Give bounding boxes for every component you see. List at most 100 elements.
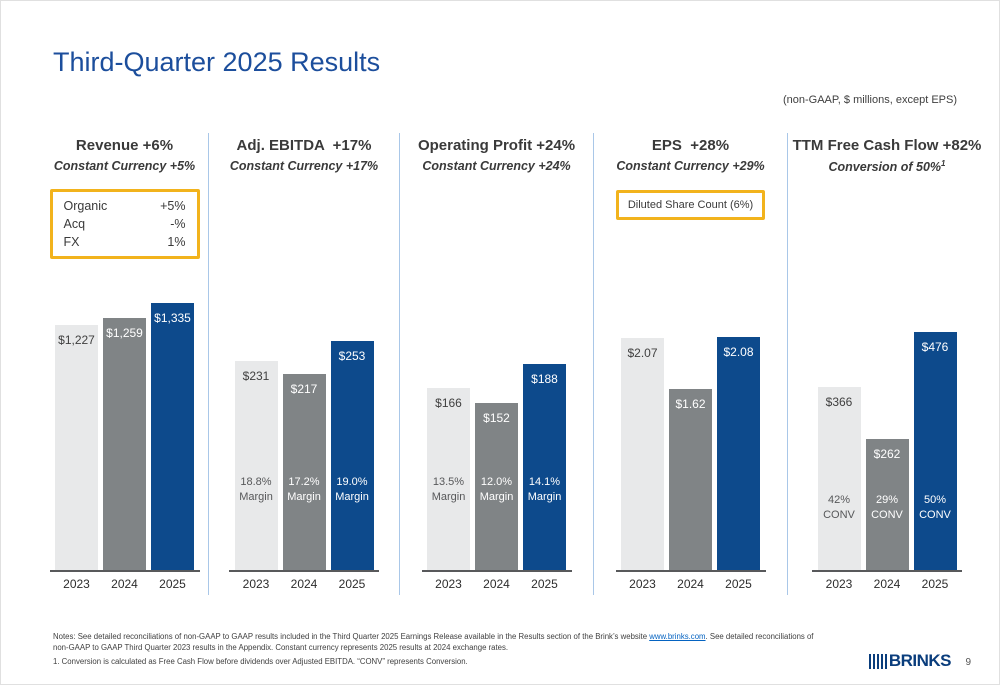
bar-value-label: $1,227 xyxy=(58,333,95,347)
bar-2025: $188 14.1% Margin xyxy=(523,364,566,570)
revenue-bridge-callout: Organic +5% Acq -% FX 1% xyxy=(49,189,200,260)
year-label: 2025 xyxy=(531,577,558,591)
brinks-logo: BRINKS xyxy=(868,651,952,671)
notes-line: Notes: See detailed reconciliations of n… xyxy=(53,632,828,654)
bar-sub-label: 19.0% Margin xyxy=(335,476,369,503)
year-label: 2023 xyxy=(242,577,270,591)
chart-panels: Revenue +6% Constant Currency +5% Organic +… xyxy=(41,133,986,595)
callout-row: Acq -% xyxy=(63,217,186,232)
bar-value-label: $1,259 xyxy=(106,326,143,340)
bar-2023: $366 42% CONV xyxy=(817,387,861,570)
footnotes: Notes: See detailed reconciliations of n… xyxy=(53,632,828,668)
bar-sub-label: 17.2% Margin xyxy=(287,476,321,503)
brinks-website-link[interactable]: www.brinks.com xyxy=(649,632,706,641)
x-axis-line xyxy=(812,570,962,572)
year-label: 2024 xyxy=(677,577,704,591)
panel-title: Adj. EBITDA +17% xyxy=(236,137,372,154)
bar-sub-label: 18.8% Margin xyxy=(239,476,273,503)
panel-5: TTM Free Cash Flow +82% Conversion of 50%… xyxy=(787,133,986,595)
units-note: (non-GAAP, $ millions, except EPS) xyxy=(782,94,957,106)
bar-sub-label: 12.0% Margin xyxy=(479,476,514,503)
panel-1: Revenue +6% Constant Currency +5% Organic +… xyxy=(41,133,208,595)
bar-2024: $152 12.0% Margin xyxy=(475,403,518,570)
notes-text-pre: Notes: See detailed reconciliations of n… xyxy=(53,632,650,641)
logo-stripes-icon xyxy=(868,653,887,669)
x-axis-line xyxy=(421,570,572,572)
year-label: 2023 xyxy=(63,577,90,591)
notes-text-post: . See detailed reconciliations of non-GA… xyxy=(53,632,814,652)
year-label: 2025 xyxy=(338,577,366,591)
year-label: 2024 xyxy=(290,577,318,591)
panel-title: Operating Profit +24% xyxy=(417,137,576,154)
bar-2024: $262 29% CONV xyxy=(865,439,909,570)
bar-value-label: $262 xyxy=(873,447,901,461)
bar-sub-label: 13.5% Margin xyxy=(431,476,466,503)
bar-2025: $253 19.0% Margin xyxy=(330,341,374,570)
bar-value-label: $188 xyxy=(531,372,558,386)
bar-value-label: $152 xyxy=(483,411,510,425)
bar-value-label: $2.07 xyxy=(627,346,658,360)
bar-chart: $231 18.8% Margin $217 17.2% Margin $253 19.0… xyxy=(229,290,379,591)
panel-subtitle: Constant Currency +24% xyxy=(422,159,571,173)
bar-2024: $1.62 xyxy=(669,389,712,570)
bar-2023: $166 13.5% Margin xyxy=(427,388,470,570)
year-label: 2025 xyxy=(921,577,949,591)
panel-subtitle: Conversion of 50%1 xyxy=(828,159,946,175)
panel-subtitle: Constant Currency +29% xyxy=(616,159,765,173)
plot-area: $166 13.5% Margin $152 12.0% Margin $188 14.1… xyxy=(422,290,572,570)
logo-text: BRINKS xyxy=(888,651,952,670)
x-axis-labels: 2023 2024 2025 xyxy=(812,577,962,591)
bar-chart: $1,227 $1,259 $1,335 2023 2024 2025 xyxy=(49,290,200,591)
plot-area: $2.07 $1.62 $2.08 xyxy=(616,290,766,570)
x-axis-line xyxy=(229,570,379,572)
panel-subtitle: Constant Currency +5% xyxy=(53,159,196,173)
callout-row: Organic +5% xyxy=(63,199,186,213)
year-label: 2023 xyxy=(629,577,656,591)
bar-value-label: $1,335 xyxy=(154,311,191,325)
bar-value-label: $166 xyxy=(435,396,462,410)
bar-value-label: $366 xyxy=(825,395,853,409)
plot-area: $366 42% CONV $262 29% CONV $476 50% CONV xyxy=(812,290,962,570)
bar-chart: $2.07 $1.62 $2.08 2023 2024 2025 xyxy=(615,290,766,591)
bar-2025: $1,335 xyxy=(151,303,194,570)
bar-chart: $366 42% CONV $262 29% CONV $476 50% CONV 2023… xyxy=(812,290,962,591)
plot-area: $231 18.8% Margin $217 17.2% Margin $253 19.0… xyxy=(229,290,379,570)
bar-chart: $166 13.5% Margin $152 12.0% Margin $188 14.1… xyxy=(421,290,572,591)
x-axis-labels: 2023 2024 2025 xyxy=(229,577,379,591)
panel-2: Adj. EBITDA +17% Constant Currency +17% $2… xyxy=(208,133,399,595)
bar-value-label: $231 xyxy=(242,369,270,383)
year-label: 2024 xyxy=(873,577,901,591)
panel-subtitle: Constant Currency +17% xyxy=(229,159,379,173)
x-axis-labels: 2023 2024 2025 xyxy=(422,577,572,591)
bar-2023: $1,227 xyxy=(55,325,98,570)
panel-title: EPS +28% xyxy=(651,137,730,154)
year-label: 2024 xyxy=(483,577,510,591)
bar-sub-label: 42% CONV xyxy=(823,494,855,521)
bar-sub-label: 50% CONV xyxy=(919,494,951,521)
bar-2025: $2.08 xyxy=(717,337,760,570)
year-label: 2023 xyxy=(825,577,853,591)
panel-title: Revenue +6% xyxy=(75,137,174,154)
bar-sub-label: 29% CONV xyxy=(871,494,903,521)
bar-2023: $2.07 xyxy=(621,338,664,570)
bar-sub-label: 14.1% Margin xyxy=(527,476,562,503)
bar-2024: $217 17.2% Margin xyxy=(282,374,326,570)
year-label: 2025 xyxy=(159,577,186,591)
bar-2024: $1,259 xyxy=(103,318,146,570)
share-count-callout: Diluted Share Count (6%) xyxy=(615,190,766,220)
panel-title: TTM Free Cash Flow +82% xyxy=(792,137,982,154)
x-axis-labels: 2023 2024 2025 xyxy=(50,577,200,591)
bar-2025: $476 50% CONV xyxy=(913,332,957,570)
year-label: 2024 xyxy=(111,577,138,591)
year-label: 2023 xyxy=(435,577,462,591)
page-title: Third-Quarter 2025 Results xyxy=(53,47,381,77)
callout-row: FX 1% xyxy=(63,235,186,250)
x-axis-line xyxy=(615,570,766,572)
plot-area: $1,227 $1,259 $1,335 xyxy=(50,290,200,570)
panel-4: EPS +28% Constant Currency +29% Diluted Sh… xyxy=(593,133,787,595)
bar-value-label: $253 xyxy=(338,349,366,363)
x-axis-labels: 2023 2024 2025 xyxy=(616,577,766,591)
x-axis-line xyxy=(49,570,200,572)
page-number: 9 xyxy=(965,657,971,668)
